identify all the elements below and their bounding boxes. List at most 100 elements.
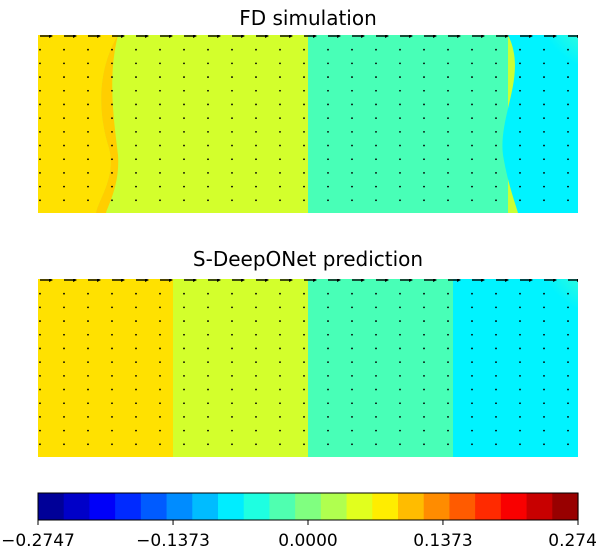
quiver-point bbox=[135, 361, 137, 364]
quiver-arrowhead bbox=[145, 279, 149, 282]
quiver-point bbox=[327, 48, 329, 51]
quiver-point bbox=[207, 347, 209, 350]
quiver-point bbox=[135, 292, 137, 295]
quiver-point bbox=[231, 429, 233, 432]
quiver-point bbox=[255, 103, 257, 106]
quiver-point bbox=[231, 333, 233, 336]
quiver-point bbox=[63, 172, 65, 174]
quiver-point bbox=[495, 185, 497, 188]
quiver-point bbox=[447, 320, 449, 322]
quiver-point bbox=[303, 185, 305, 188]
quiver-point bbox=[39, 443, 41, 446]
quiver-point bbox=[159, 185, 161, 188]
quiver-point bbox=[183, 306, 185, 309]
quiver-point bbox=[135, 89, 137, 92]
quiver-point bbox=[111, 158, 113, 161]
quiver-point bbox=[327, 172, 329, 174]
quiver-point bbox=[279, 144, 281, 147]
quiver-arrowhead bbox=[529, 35, 533, 38]
quiver-point bbox=[135, 185, 137, 188]
quiver-point bbox=[543, 103, 545, 106]
quiver-point bbox=[39, 388, 41, 391]
quiver-point bbox=[351, 320, 353, 322]
quiver-point bbox=[183, 429, 185, 432]
quiver-point bbox=[111, 89, 113, 92]
quiver-point bbox=[471, 374, 473, 377]
quiver-point bbox=[327, 416, 329, 418]
quiver-point bbox=[519, 416, 521, 418]
quiver-point bbox=[519, 199, 521, 202]
quiver-point bbox=[471, 48, 473, 51]
quiver-point bbox=[111, 402, 113, 405]
quiver-point bbox=[63, 333, 65, 336]
quiver-point bbox=[543, 130, 545, 133]
quiver-point bbox=[375, 320, 377, 322]
quiver-point bbox=[255, 130, 257, 133]
quiver-point bbox=[87, 416, 89, 418]
quiver-point bbox=[255, 333, 257, 336]
quiver-point bbox=[39, 89, 41, 92]
quiver-arrowhead bbox=[265, 35, 269, 38]
colorbar-level bbox=[115, 493, 142, 520]
quiver-arrowhead bbox=[217, 35, 221, 38]
quiver-point bbox=[39, 416, 41, 418]
quiver-point bbox=[495, 402, 497, 405]
quiver-point bbox=[303, 117, 305, 120]
heatmap-deeponet-prediction bbox=[38, 279, 578, 457]
quiver-point bbox=[495, 76, 497, 78]
quiver-point bbox=[183, 158, 185, 161]
quiver-arrowhead bbox=[97, 279, 101, 282]
quiver-point bbox=[423, 292, 425, 295]
quiver-point bbox=[519, 158, 521, 161]
quiver-point bbox=[519, 306, 521, 309]
colorbar-level bbox=[552, 493, 579, 520]
quiver-point bbox=[447, 292, 449, 295]
quiver-point bbox=[159, 89, 161, 92]
quiver-point bbox=[39, 76, 41, 78]
quiver-point bbox=[543, 333, 545, 336]
quiver-point bbox=[447, 416, 449, 418]
quiver-arrowhead bbox=[121, 279, 125, 282]
quiver-point bbox=[159, 361, 161, 364]
quiver-point bbox=[159, 306, 161, 309]
quiver-point bbox=[135, 333, 137, 336]
quiver-point bbox=[375, 144, 377, 147]
quiver-point bbox=[279, 374, 281, 377]
quiver-point bbox=[351, 333, 353, 336]
quiver-point bbox=[543, 48, 545, 51]
quiver-point bbox=[39, 158, 41, 161]
quiver-point bbox=[111, 48, 113, 51]
colorbar-tick-label: 0.2747 bbox=[548, 531, 598, 551]
quiver-arrowhead bbox=[409, 35, 413, 38]
quiver-point bbox=[543, 361, 545, 364]
quiver-point bbox=[519, 402, 521, 405]
quiver-point bbox=[351, 429, 353, 432]
quiver-point bbox=[39, 361, 41, 364]
quiver-point bbox=[375, 185, 377, 188]
quiver-point bbox=[135, 388, 137, 391]
quiver-point bbox=[87, 158, 89, 161]
quiver-point bbox=[567, 117, 569, 120]
quiver-point bbox=[63, 48, 65, 51]
quiver-point bbox=[543, 347, 545, 350]
quiver-point bbox=[423, 103, 425, 106]
quiver-point bbox=[351, 144, 353, 147]
quiver-point bbox=[63, 443, 65, 446]
quiver-point bbox=[279, 429, 281, 432]
region-center-right bbox=[308, 35, 508, 213]
quiver-arrowhead bbox=[553, 279, 557, 282]
colorbar bbox=[37, 492, 579, 521]
colorbar-level bbox=[320, 493, 348, 520]
quiver-point bbox=[543, 443, 545, 446]
quiver-point bbox=[519, 347, 521, 350]
quiver-point bbox=[135, 429, 137, 432]
quiver-arrowhead bbox=[337, 279, 341, 282]
quiver-point bbox=[375, 402, 377, 405]
quiver-point bbox=[279, 158, 281, 161]
quiver-point bbox=[399, 103, 401, 106]
quiver-point bbox=[87, 185, 89, 188]
quiver-point bbox=[39, 117, 41, 120]
quiver-point bbox=[183, 374, 185, 377]
quiver-point bbox=[255, 158, 257, 161]
quiver-point bbox=[447, 76, 449, 78]
